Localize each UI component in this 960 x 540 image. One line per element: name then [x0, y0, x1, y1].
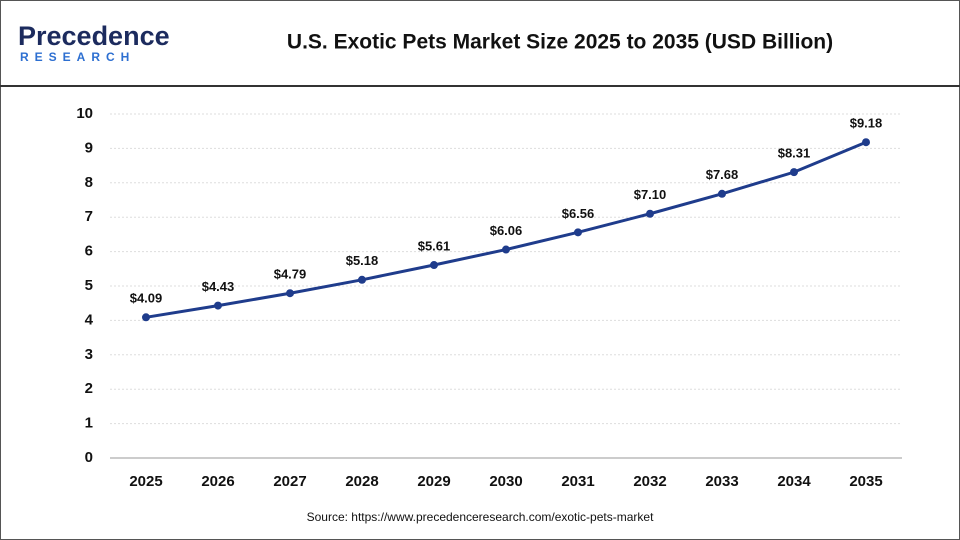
y-tick-label: 8	[85, 174, 93, 191]
x-tick-label: 2034	[777, 473, 811, 490]
y-tick-label: 3	[85, 346, 93, 363]
y-tick-label: 7	[85, 208, 93, 225]
data-point	[358, 275, 366, 284]
x-tick-label: 2030	[489, 473, 522, 490]
data-label: $4.09	[130, 291, 163, 306]
x-tick-label: 2032	[633, 473, 666, 490]
y-tick-label: 6	[85, 243, 93, 260]
data-label: $7.10	[634, 187, 667, 202]
data-point	[430, 261, 438, 270]
data-point	[646, 209, 654, 218]
x-tick-label: 2027	[273, 473, 306, 490]
data-point	[790, 168, 798, 177]
data-label: $6.06	[490, 223, 523, 238]
source-note: Source: https://www.precedenceresearch.c…	[307, 510, 654, 524]
data-point	[286, 289, 294, 298]
x-tick-label: 2035	[849, 473, 882, 490]
x-tick-label: 2025	[129, 473, 162, 490]
data-point	[214, 301, 222, 310]
data-label: $5.61	[418, 238, 451, 253]
logo-tagline: RESEARCH	[20, 50, 135, 64]
data-point	[862, 138, 870, 147]
data-label: $8.31	[778, 146, 811, 161]
data-label: $7.68	[706, 167, 739, 182]
data-label: $5.18	[346, 253, 379, 268]
y-tick-label: 1	[85, 415, 93, 432]
data-label: $4.79	[274, 267, 307, 282]
x-tick-label: 2031	[561, 473, 594, 490]
x-tick-label: 2033	[705, 473, 738, 490]
y-tick-label: 5	[85, 277, 93, 294]
data-point	[718, 189, 726, 198]
chart-title: U.S. Exotic Pets Market Size 2025 to 203…	[287, 31, 833, 54]
logo-name: Precedence	[18, 21, 170, 51]
data-label: $4.43	[202, 279, 235, 294]
x-tick-label: 2026	[201, 473, 234, 490]
data-label: $6.56	[562, 206, 595, 221]
data-label: $9.18	[850, 116, 883, 131]
x-tick-label: 2029	[417, 473, 450, 490]
data-point	[502, 245, 510, 254]
y-tick-label: 4	[85, 311, 94, 328]
data-point	[574, 228, 582, 237]
y-tick-label: 0	[85, 449, 93, 466]
x-tick-label: 2028	[345, 473, 378, 490]
y-tick-label: 9	[85, 139, 93, 156]
data-point	[142, 313, 150, 322]
y-tick-label: 2	[85, 380, 93, 397]
y-tick-label: 10	[76, 105, 93, 122]
